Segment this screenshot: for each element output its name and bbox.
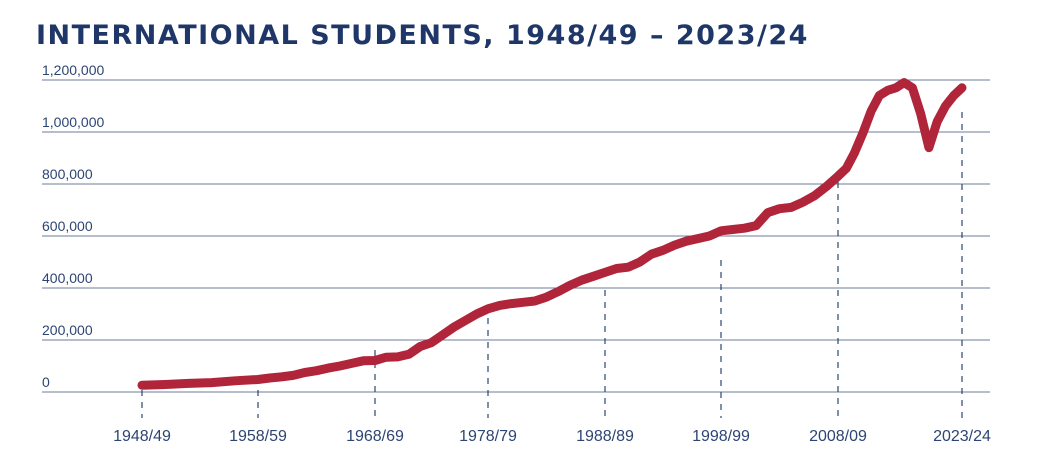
y-tick-label: 0 <box>42 374 50 390</box>
x-tick-label: 1968/69 <box>346 428 404 445</box>
series-line <box>137 78 967 390</box>
x-tick-label: 1988/89 <box>576 428 634 445</box>
y-tick-label: 400,000 <box>42 270 93 286</box>
y-tick-label: 1,000,000 <box>42 114 104 130</box>
y-tick-label: 600,000 <box>42 218 93 234</box>
x-tick-labels: 1948/49 1958/59 1968/69 1978/79 1988/89 1998/… <box>113 428 991 445</box>
x-tick-label: 1948/49 <box>113 428 171 445</box>
chart-title: INTERNATIONAL STUDENTS, 1948/49 – 2023/2… <box>36 20 809 51</box>
x-tick-guides <box>141 112 963 418</box>
x-tick-label: 2008/09 <box>809 428 867 445</box>
series-layer <box>137 78 967 390</box>
y-tick-label: 800,000 <box>42 166 93 182</box>
x-tick-label: 1958/59 <box>229 428 287 445</box>
x-tick-label: 1998/99 <box>692 428 750 445</box>
gridlines <box>42 79 990 393</box>
y-tick-label: 1,200,000 <box>42 62 104 78</box>
x-tick-label: 1978/79 <box>459 428 517 445</box>
y-tick-label: 200,000 <box>42 322 93 338</box>
y-tick-labels: 0 200,000 400,000 600,000 800,000 1,000,000 1,… <box>42 62 104 390</box>
x-tick-label: 2023/24 <box>933 428 991 445</box>
